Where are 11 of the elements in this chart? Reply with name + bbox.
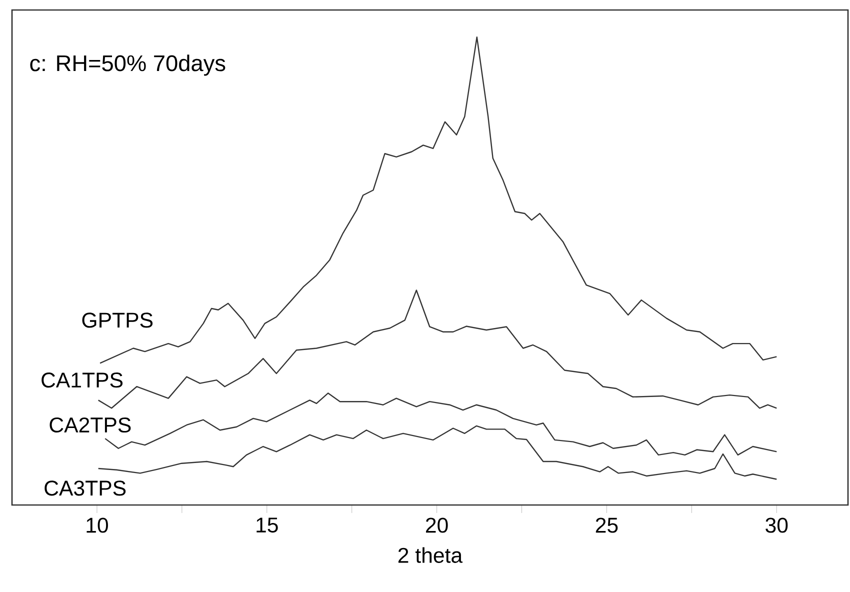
x-tick-label: 20 [426, 518, 448, 533]
series-label: CA2TPS [50, 417, 131, 433]
x-axis-title: 2 theta [398, 547, 463, 563]
series-label: CA1TPS [42, 372, 123, 388]
x-tick-label: 25 [596, 518, 618, 533]
series-label: GPTPS [82, 312, 153, 328]
text: c: RH=50% 70days [30, 54, 226, 76]
x-tick-label: 10 [86, 518, 108, 533]
x-tick-label: 15 [256, 518, 278, 533]
x-tick-label: 30 [766, 518, 788, 533]
series-label: CA3TPS [44, 480, 126, 496]
